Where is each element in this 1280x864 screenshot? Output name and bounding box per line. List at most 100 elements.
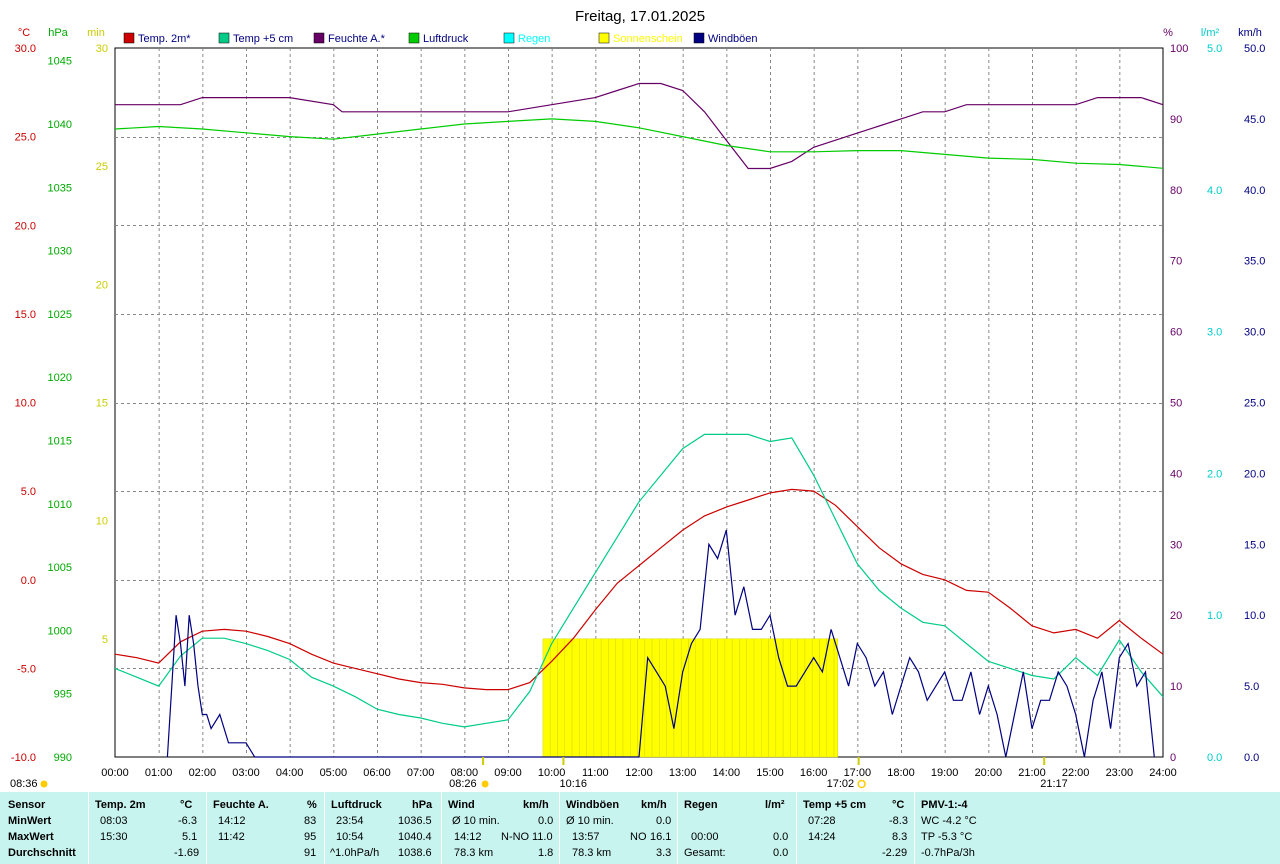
press-avg: 1038.6 bbox=[398, 847, 432, 859]
sunshine-bar bbox=[644, 638, 653, 758]
press-min-time: 23:54 bbox=[336, 815, 364, 827]
rain-tick: 5.0 bbox=[1207, 43, 1222, 55]
series-lines bbox=[114, 82, 1164, 758]
sunshine-bar bbox=[557, 638, 566, 758]
sunrise-icon bbox=[481, 780, 489, 788]
hdr-wind-unit: km/h bbox=[523, 799, 549, 811]
hdr-luftdruck-unit: hPa bbox=[412, 799, 433, 811]
x-tick: 02:00 bbox=[189, 767, 217, 779]
sunshine-bar bbox=[695, 638, 704, 758]
pressure-tick: 995 bbox=[54, 689, 72, 701]
t5-max: 8.3 bbox=[892, 831, 908, 843]
sunshine-bar bbox=[724, 638, 733, 758]
gust-dir: NO bbox=[630, 831, 647, 843]
legend-label: Feuchte A.* bbox=[328, 33, 386, 45]
press-trend: ^1.0hPa/h bbox=[330, 847, 380, 859]
statistics-table: Sensor Temp. 2m °C Feuchte A. % Luftdruc… bbox=[0, 792, 1280, 864]
x-tick: 23:00 bbox=[1106, 767, 1134, 779]
x-tick: 22:00 bbox=[1062, 767, 1090, 779]
t5-avg: -2.29 bbox=[882, 847, 908, 859]
sunshine-bar bbox=[608, 638, 616, 758]
sunshine-bar bbox=[630, 638, 638, 758]
legend-swatch bbox=[218, 32, 230, 44]
rain-max-time: 00:00 bbox=[691, 831, 719, 843]
pressure-tick: 990 bbox=[54, 752, 72, 764]
sunshine-bar bbox=[600, 638, 609, 758]
legend-label: Luftdruck bbox=[423, 33, 469, 45]
pmv-wc: WC -4.2 °C bbox=[921, 815, 977, 827]
astro-markers: 08:36 08:26 10:16 17:02 21:17 bbox=[10, 757, 1068, 790]
rain-tick: 2.0 bbox=[1207, 468, 1222, 480]
sunshine-bar bbox=[790, 638, 798, 758]
sunshine-bar bbox=[782, 638, 791, 758]
legend-swatch bbox=[408, 32, 420, 44]
x-tick: 06:00 bbox=[363, 767, 391, 779]
wind-tick: 20.0 bbox=[1244, 468, 1265, 480]
x-tick: 21:00 bbox=[1018, 767, 1046, 779]
x-tick: 20:00 bbox=[975, 767, 1003, 779]
press-max-time: 10:54 bbox=[336, 831, 364, 843]
sun-tick: 25 bbox=[96, 161, 108, 173]
press-max: 1040.4 bbox=[398, 831, 432, 843]
x-tick: 07:00 bbox=[407, 767, 435, 779]
pressure-tick: 1045 bbox=[48, 56, 72, 68]
humidity-tick: 50 bbox=[1170, 398, 1182, 410]
temp-tick: 20.0 bbox=[15, 220, 36, 232]
series-line bbox=[114, 433, 1164, 728]
humidity-tick: 90 bbox=[1170, 114, 1182, 126]
sunset-icon bbox=[857, 779, 866, 789]
axis-unit-pressure: hPa bbox=[48, 27, 68, 39]
x-tick: 00:00 bbox=[101, 767, 129, 779]
hum-max-time: 11:42 bbox=[218, 831, 245, 843]
humidity-tick: 20 bbox=[1170, 610, 1182, 622]
sun-tick: 30 bbox=[96, 43, 108, 55]
x-tick: 24:00 bbox=[1149, 767, 1177, 779]
x-tick: 18:00 bbox=[887, 767, 915, 779]
sunshine-bar bbox=[797, 638, 806, 758]
rain-tick: 3.0 bbox=[1207, 327, 1222, 339]
hdr-windboeen: Windböen bbox=[566, 799, 620, 811]
hum-avg: 91 bbox=[304, 847, 317, 859]
wind-tick: 45.0 bbox=[1244, 114, 1265, 126]
humidity-tick: 100 bbox=[1170, 43, 1188, 55]
sunshine-bar bbox=[710, 638, 718, 758]
pressure-tick: 1040 bbox=[48, 119, 72, 131]
pressure-tick: 1005 bbox=[48, 562, 72, 574]
axes: °C hPa min% l/m² km/h 30.0 25.0 20.0 15.0 10.0 5.0… bbox=[11, 27, 1266, 779]
sunshine-bar bbox=[833, 638, 838, 758]
legend-swatch bbox=[503, 32, 515, 44]
humidity-tick: 60 bbox=[1170, 327, 1182, 339]
hum-min-time: 14:12 bbox=[218, 815, 246, 827]
x-tick: 13:00 bbox=[669, 767, 697, 779]
gust-km: 78.3 km bbox=[572, 847, 612, 859]
hdr-temp2m-unit: °C bbox=[180, 799, 193, 811]
sun-tick: 15 bbox=[96, 398, 108, 410]
legend: Temp. 2m* Temp +5 cm Feuchte A.* Luftdruck R… bbox=[123, 32, 758, 45]
hdr-feuchte-unit: % bbox=[307, 799, 317, 811]
temp-tick: -5.0 bbox=[17, 663, 36, 675]
humidity-tick: 10 bbox=[1170, 681, 1182, 693]
sunshine-bar bbox=[717, 638, 726, 758]
temp-tick: -10.0 bbox=[11, 752, 36, 764]
sun-tick: 10 bbox=[96, 516, 108, 528]
wind-tick: 40.0 bbox=[1244, 185, 1265, 197]
wind-tick: 0.0 bbox=[1244, 752, 1259, 764]
pressure-tick: 1010 bbox=[48, 499, 72, 511]
wind-avg10: 0.0 bbox=[538, 815, 554, 827]
x-tick: 12:00 bbox=[625, 767, 653, 779]
gust-max: 16.1 bbox=[650, 831, 672, 843]
pmv-tp: TP -5.3 °C bbox=[921, 831, 973, 843]
sunshine-bar bbox=[586, 638, 595, 758]
row-avg-label: Durchschnitt bbox=[8, 847, 76, 859]
pmv-trend: -0.7hPa/3h bbox=[921, 847, 975, 859]
t5-max-time: 14:24 bbox=[808, 831, 836, 843]
x-tick: 19:00 bbox=[931, 767, 959, 779]
x-tick: 14:00 bbox=[713, 767, 741, 779]
temp-tick: 25.0 bbox=[15, 132, 36, 144]
wind-tick: 35.0 bbox=[1244, 256, 1265, 268]
wind-tick: 15.0 bbox=[1244, 539, 1265, 551]
legend-label: Regen bbox=[518, 33, 550, 45]
temp-tick: 10.0 bbox=[15, 398, 36, 410]
hdr-temp5cm-unit: °C bbox=[892, 799, 905, 811]
